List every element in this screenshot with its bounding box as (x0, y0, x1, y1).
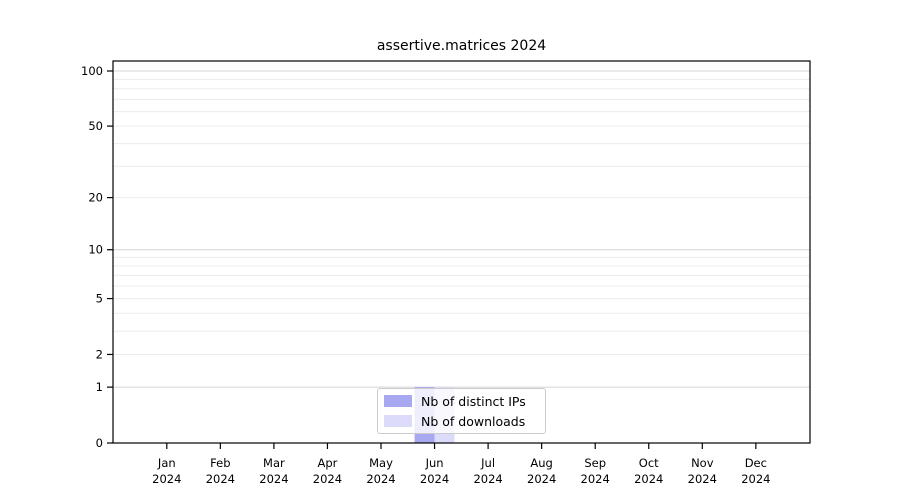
legend-item-downloads: Nb of downloads (384, 414, 539, 429)
x-tick-label-year: 2024 (206, 472, 235, 486)
x-tick-label-year: 2024 (741, 472, 770, 486)
y-tick-label: 20 (88, 191, 103, 205)
x-tick-label-month: Jan (157, 456, 176, 470)
x-tick-label-year: 2024 (366, 472, 395, 486)
y-tick-label: 2 (96, 347, 103, 361)
x-tick-label-year: 2024 (313, 472, 342, 486)
x-tick-label-year: 2024 (527, 472, 556, 486)
legend-label-distinct-ips: Nb of distinct IPs (421, 393, 526, 409)
y-tick-label: 0 (96, 436, 103, 450)
x-tick-label-month: Aug (530, 456, 552, 470)
x-tick-label-month: May (369, 456, 393, 470)
x-tick-label-year: 2024 (420, 472, 449, 486)
x-tick-label-month: Apr (317, 456, 337, 470)
legend-swatch-distinct-ips-icon (384, 395, 412, 407)
legend: Nb of distinct IPs Nb of downloads (377, 388, 546, 434)
y-tick-label: 10 (88, 243, 103, 257)
x-tick-label-year: 2024 (688, 472, 717, 486)
x-tick-label-year: 2024 (473, 472, 502, 486)
plot-border (112, 60, 811, 444)
x-tick-label-month: Dec (745, 456, 767, 470)
x-tick-label-year: 2024 (581, 472, 610, 486)
y-tick-label: 5 (96, 292, 103, 306)
y-tick-label: 1 (96, 380, 103, 394)
y-tick-label: 100 (81, 64, 103, 78)
x-tick-label-month: Nov (691, 456, 714, 470)
x-tick-label-month: Jul (480, 456, 495, 470)
legend-swatch-downloads-icon (384, 415, 412, 427)
x-tick-label-month: Oct (639, 456, 659, 470)
legend-label-downloads: Nb of downloads (421, 413, 526, 429)
chart-title: assertive.matrices 2024 (376, 38, 547, 54)
x-tick-label-month: Feb (210, 456, 230, 470)
legend-item-distinct-ips: Nb of distinct IPs (384, 394, 539, 409)
x-tick-label-month: Jun (425, 456, 444, 470)
y-tick-label: 50 (88, 119, 103, 133)
x-tick-label-year: 2024 (634, 472, 663, 486)
x-tick-label-month: Mar (263, 456, 285, 470)
x-tick-label-month: Sep (584, 456, 606, 470)
x-tick-label-year: 2024 (259, 472, 288, 486)
x-tick-label-year: 2024 (152, 472, 181, 486)
